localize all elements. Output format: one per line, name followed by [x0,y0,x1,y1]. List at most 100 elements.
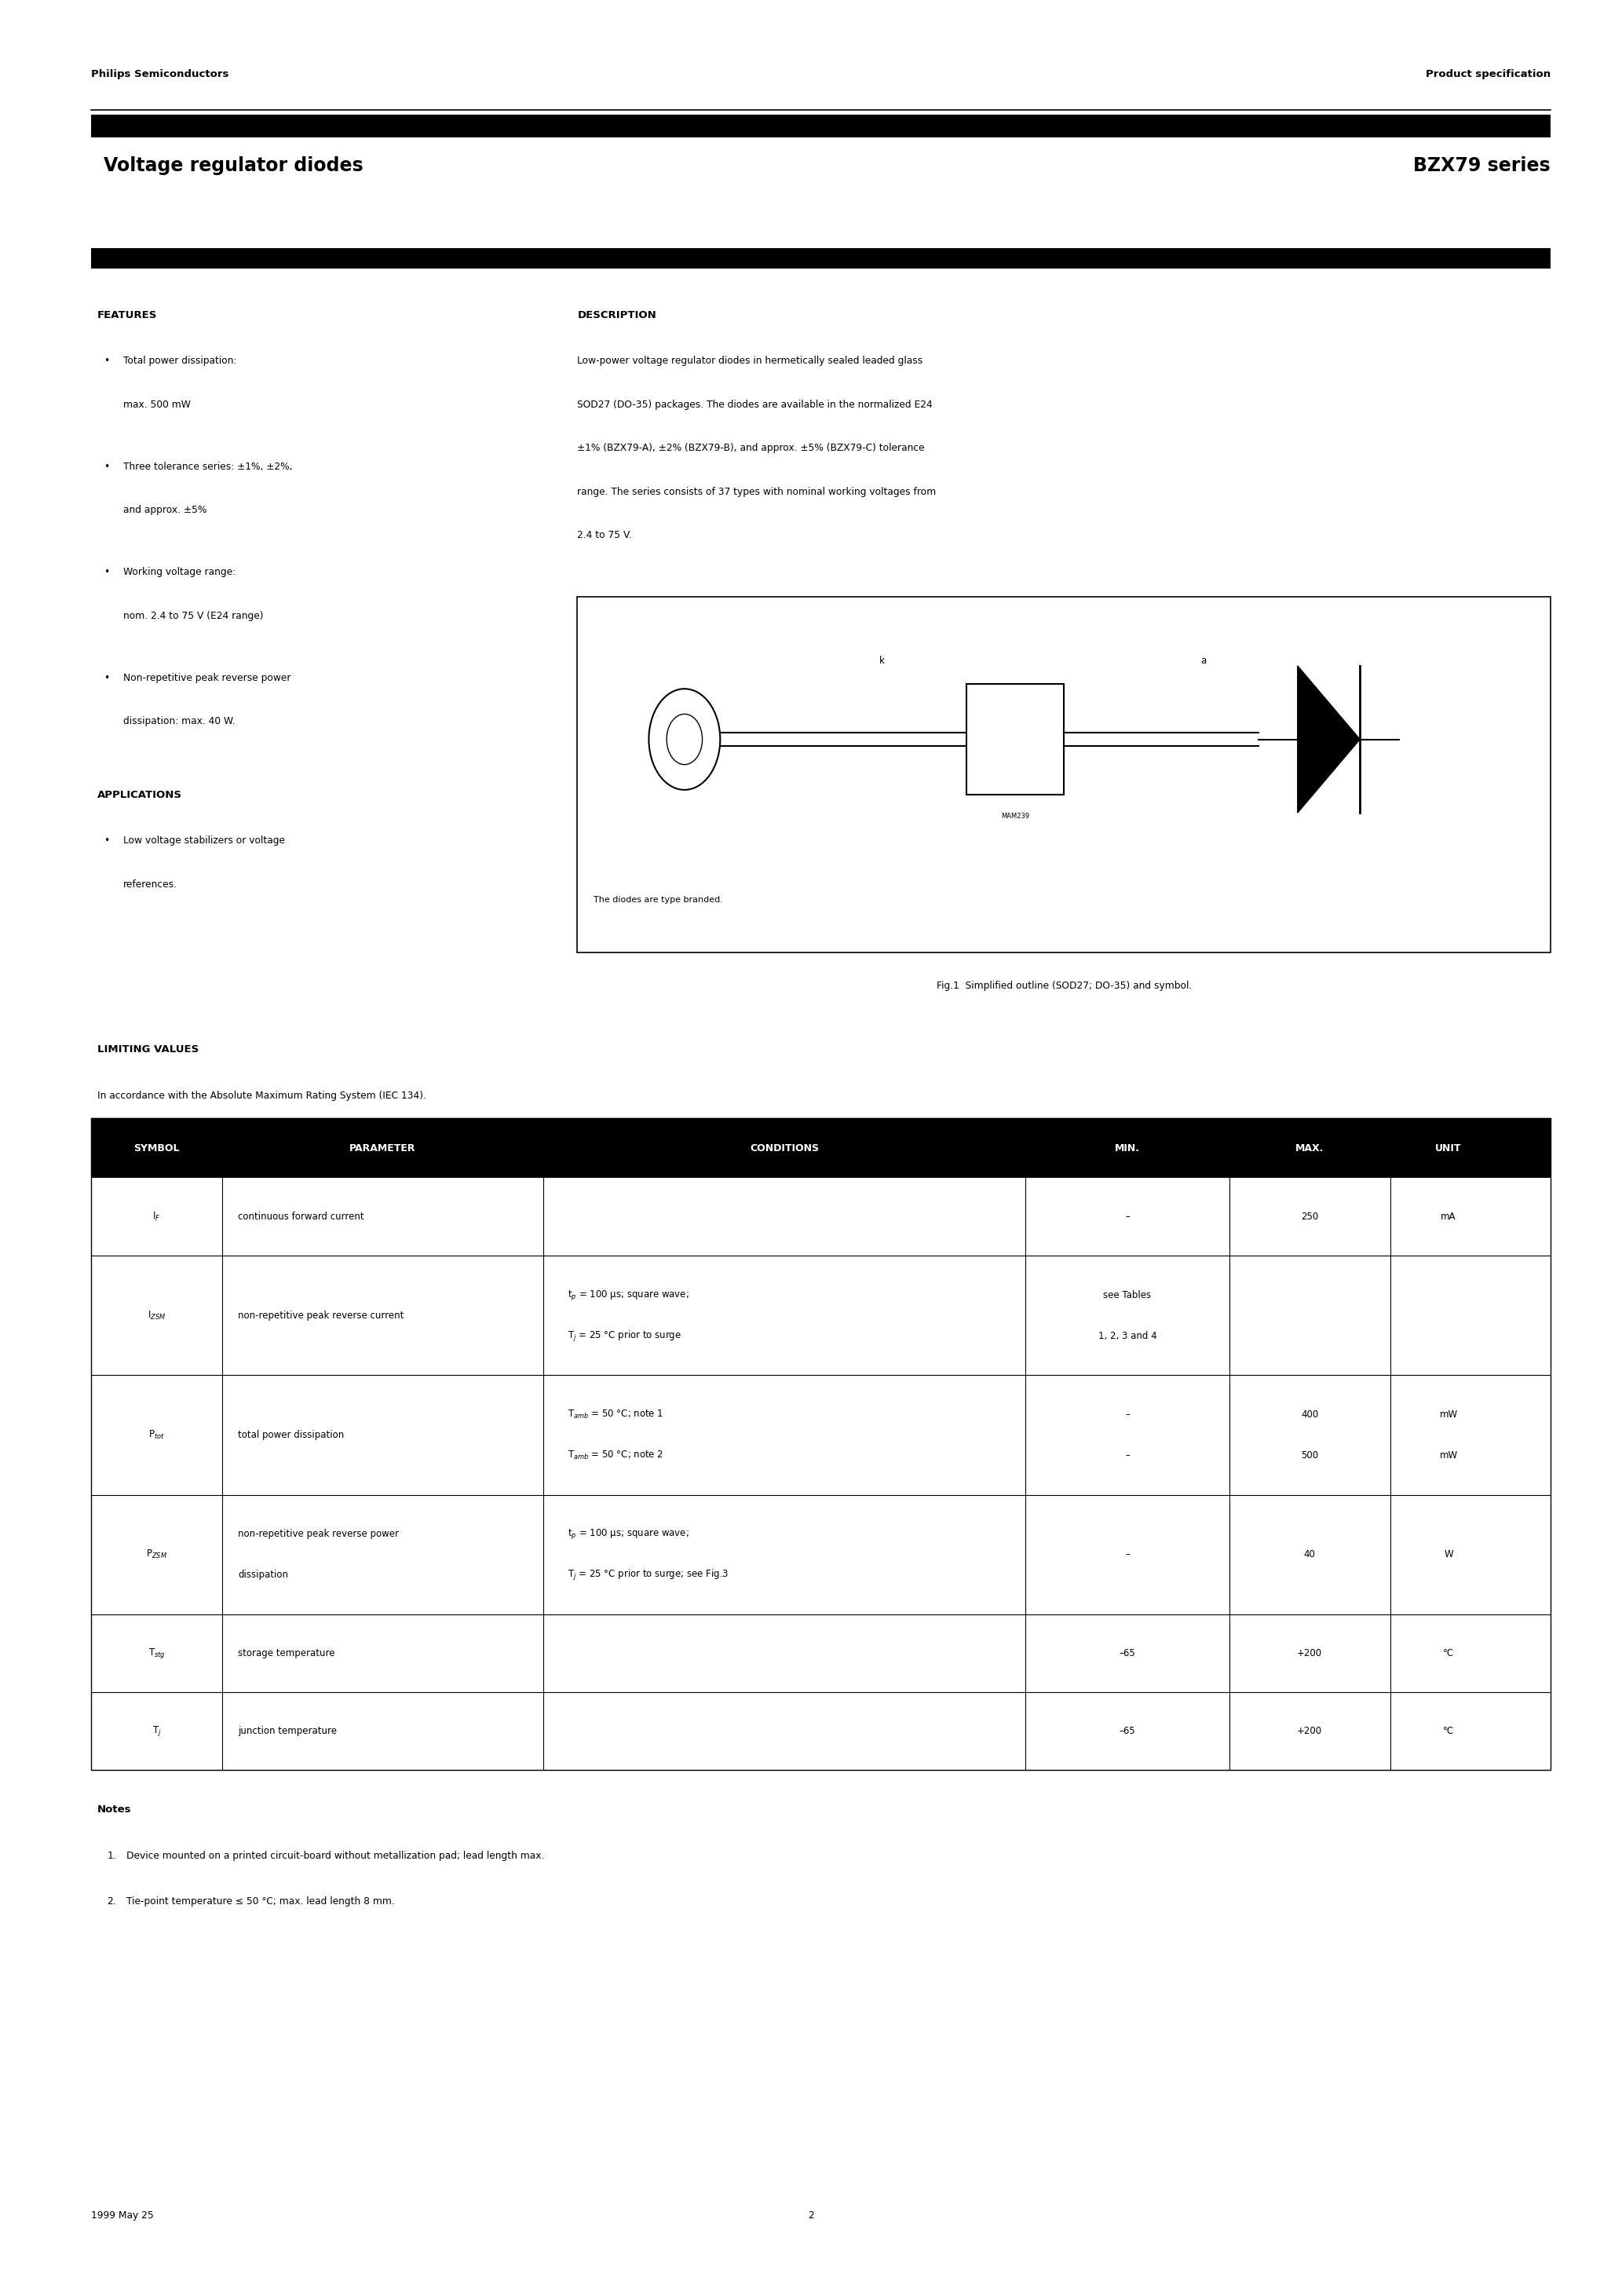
Text: °C: °C [1444,1649,1453,1658]
Text: 400: 400 [1301,1410,1319,1419]
Text: –: – [1126,1550,1129,1559]
Text: T$_{stg}$: T$_{stg}$ [148,1646,165,1660]
Text: Total power dissipation:: Total power dissipation: [123,356,237,365]
Bar [91,1692,1551,1770]
Text: The diodes are type branded.: The diodes are type branded. [594,895,723,905]
Text: max. 500 mW: max. 500 mW [123,400,191,409]
Bar [91,1118,1551,1178]
Text: T$_j$: T$_j$ [152,1724,161,1738]
Polygon shape [1298,666,1359,813]
Text: non-repetitive peak reverse power: non-repetitive peak reverse power [238,1529,399,1538]
Text: MIN.: MIN. [1114,1143,1140,1153]
Text: Low-power voltage regulator diodes in hermetically sealed leaded glass: Low-power voltage regulator diodes in he… [577,356,923,365]
Text: T$_{amb}$ = 50 °C; note 1: T$_{amb}$ = 50 °C; note 1 [568,1407,663,1421]
Text: references.: references. [123,879,177,889]
Text: 2.: 2. [107,1896,117,1906]
Text: junction temperature: junction temperature [238,1727,337,1736]
Bar [91,1375,1551,1495]
Text: SYMBOL: SYMBOL [133,1143,180,1153]
Text: mW: mW [1439,1410,1458,1419]
Text: +200: +200 [1298,1649,1322,1658]
Text: +200: +200 [1298,1727,1322,1736]
Text: PARAMETER: PARAMETER [350,1143,415,1153]
Bar [91,1256,1551,1375]
Text: T$_{amb}$ = 50 °C; note 2: T$_{amb}$ = 50 °C; note 2 [568,1449,663,1463]
Bar [91,248,1551,269]
Text: mW: mW [1439,1451,1458,1460]
Text: DESCRIPTION: DESCRIPTION [577,310,657,319]
Text: I$_F$: I$_F$ [152,1210,161,1224]
Text: °C: °C [1444,1727,1453,1736]
Text: Product specification: Product specification [1426,69,1551,78]
Text: Low voltage stabilizers or voltage: Low voltage stabilizers or voltage [123,836,285,845]
Text: CONDITIONS: CONDITIONS [749,1143,819,1153]
Bar [91,1178,1551,1256]
Text: UNIT: UNIT [1435,1143,1461,1153]
Text: In accordance with the Absolute Maximum Rating System (IEC 134).: In accordance with the Absolute Maximum … [97,1091,427,1100]
Text: nom. 2.4 to 75 V (E24 range): nom. 2.4 to 75 V (E24 range) [123,611,263,620]
Text: I$_{ZSM}$: I$_{ZSM}$ [148,1309,165,1322]
Text: Tie-point temperature ≤ 50 °C; max. lead length 8 mm.: Tie-point temperature ≤ 50 °C; max. lead… [127,1896,394,1906]
Text: Voltage regulator diodes: Voltage regulator diodes [104,156,363,174]
Text: Non-repetitive peak reverse power: Non-repetitive peak reverse power [123,673,290,682]
Text: –65: –65 [1119,1649,1135,1658]
Text: MAM239: MAM239 [1001,813,1030,820]
Text: •: • [104,836,110,845]
Text: LIMITING VALUES: LIMITING VALUES [97,1045,200,1054]
Text: •: • [104,567,110,576]
Circle shape [649,689,720,790]
Bar [91,115,1551,138]
Text: •: • [104,673,110,682]
Text: 250: 250 [1301,1212,1319,1221]
Text: Philips Semiconductors: Philips Semiconductors [91,69,229,78]
Bar [577,597,1551,953]
Text: 40: 40 [1304,1550,1315,1559]
Text: dissipation: max. 40 W.: dissipation: max. 40 W. [123,716,235,726]
Text: 500: 500 [1301,1451,1319,1460]
Text: W: W [1444,1550,1453,1559]
Text: Notes: Notes [97,1805,131,1814]
Text: and approx. ±5%: and approx. ±5% [123,505,206,514]
Text: T$_j$ = 25 °C prior to surge: T$_j$ = 25 °C prior to surge [568,1329,681,1343]
Text: a: a [1200,657,1207,666]
Text: –65: –65 [1119,1727,1135,1736]
Text: k: k [879,657,884,666]
Text: total power dissipation: total power dissipation [238,1430,344,1440]
Text: Working voltage range:: Working voltage range: [123,567,235,576]
Text: Three tolerance series: ±1%, ±2%,: Three tolerance series: ±1%, ±2%, [123,461,292,471]
Text: FEATURES: FEATURES [97,310,157,319]
Text: see Tables: see Tables [1103,1290,1152,1300]
Text: T$_j$ = 25 °C prior to surge; see Fig.3: T$_j$ = 25 °C prior to surge; see Fig.3 [568,1568,728,1582]
Text: –: – [1126,1410,1129,1419]
Text: 2: 2 [808,2211,814,2220]
Text: P$_{tot}$: P$_{tot}$ [148,1428,165,1442]
Text: •: • [104,356,110,365]
Text: 1, 2, 3 and 4: 1, 2, 3 and 4 [1098,1332,1156,1341]
Text: mA: mA [1440,1212,1457,1221]
Bar [91,1614,1551,1692]
Text: dissipation: dissipation [238,1570,289,1580]
Text: continuous forward current: continuous forward current [238,1212,365,1221]
Text: range. The series consists of 37 types with nominal working voltages from: range. The series consists of 37 types w… [577,487,936,496]
Text: APPLICATIONS: APPLICATIONS [97,790,182,799]
Text: ±1% (BZX79-A), ±2% (BZX79-B), and approx. ±5% (BZX79-C) tolerance: ±1% (BZX79-A), ±2% (BZX79-B), and approx… [577,443,925,452]
Bar [91,1118,1551,1770]
Text: MAX.: MAX. [1296,1143,1324,1153]
Text: t$_p$ = 100 μs; square wave;: t$_p$ = 100 μs; square wave; [568,1288,689,1302]
Text: –: – [1126,1451,1129,1460]
Text: 1.: 1. [107,1851,117,1860]
Text: –: – [1126,1212,1129,1221]
Text: 2.4 to 75 V.: 2.4 to 75 V. [577,530,633,540]
Bar [967,684,1064,794]
Bar [91,1495,1551,1614]
Text: Device mounted on a printed circuit-board without metallization pad; lead length: Device mounted on a printed circuit-boar… [127,1851,545,1860]
Text: 1999 May 25: 1999 May 25 [91,2211,154,2220]
Text: •: • [104,461,110,471]
Circle shape [667,714,702,765]
Text: BZX79 series: BZX79 series [1413,156,1551,174]
Text: Fig.1  Simplified outline (SOD27; DO-35) and symbol.: Fig.1 Simplified outline (SOD27; DO-35) … [936,980,1192,990]
Text: P$_{ZSM}$: P$_{ZSM}$ [146,1548,167,1561]
Text: t$_p$ = 100 μs; square wave;: t$_p$ = 100 μs; square wave; [568,1527,689,1541]
Text: SOD27 (DO-35) packages. The diodes are available in the normalized E24: SOD27 (DO-35) packages. The diodes are a… [577,400,933,409]
Text: storage temperature: storage temperature [238,1649,336,1658]
